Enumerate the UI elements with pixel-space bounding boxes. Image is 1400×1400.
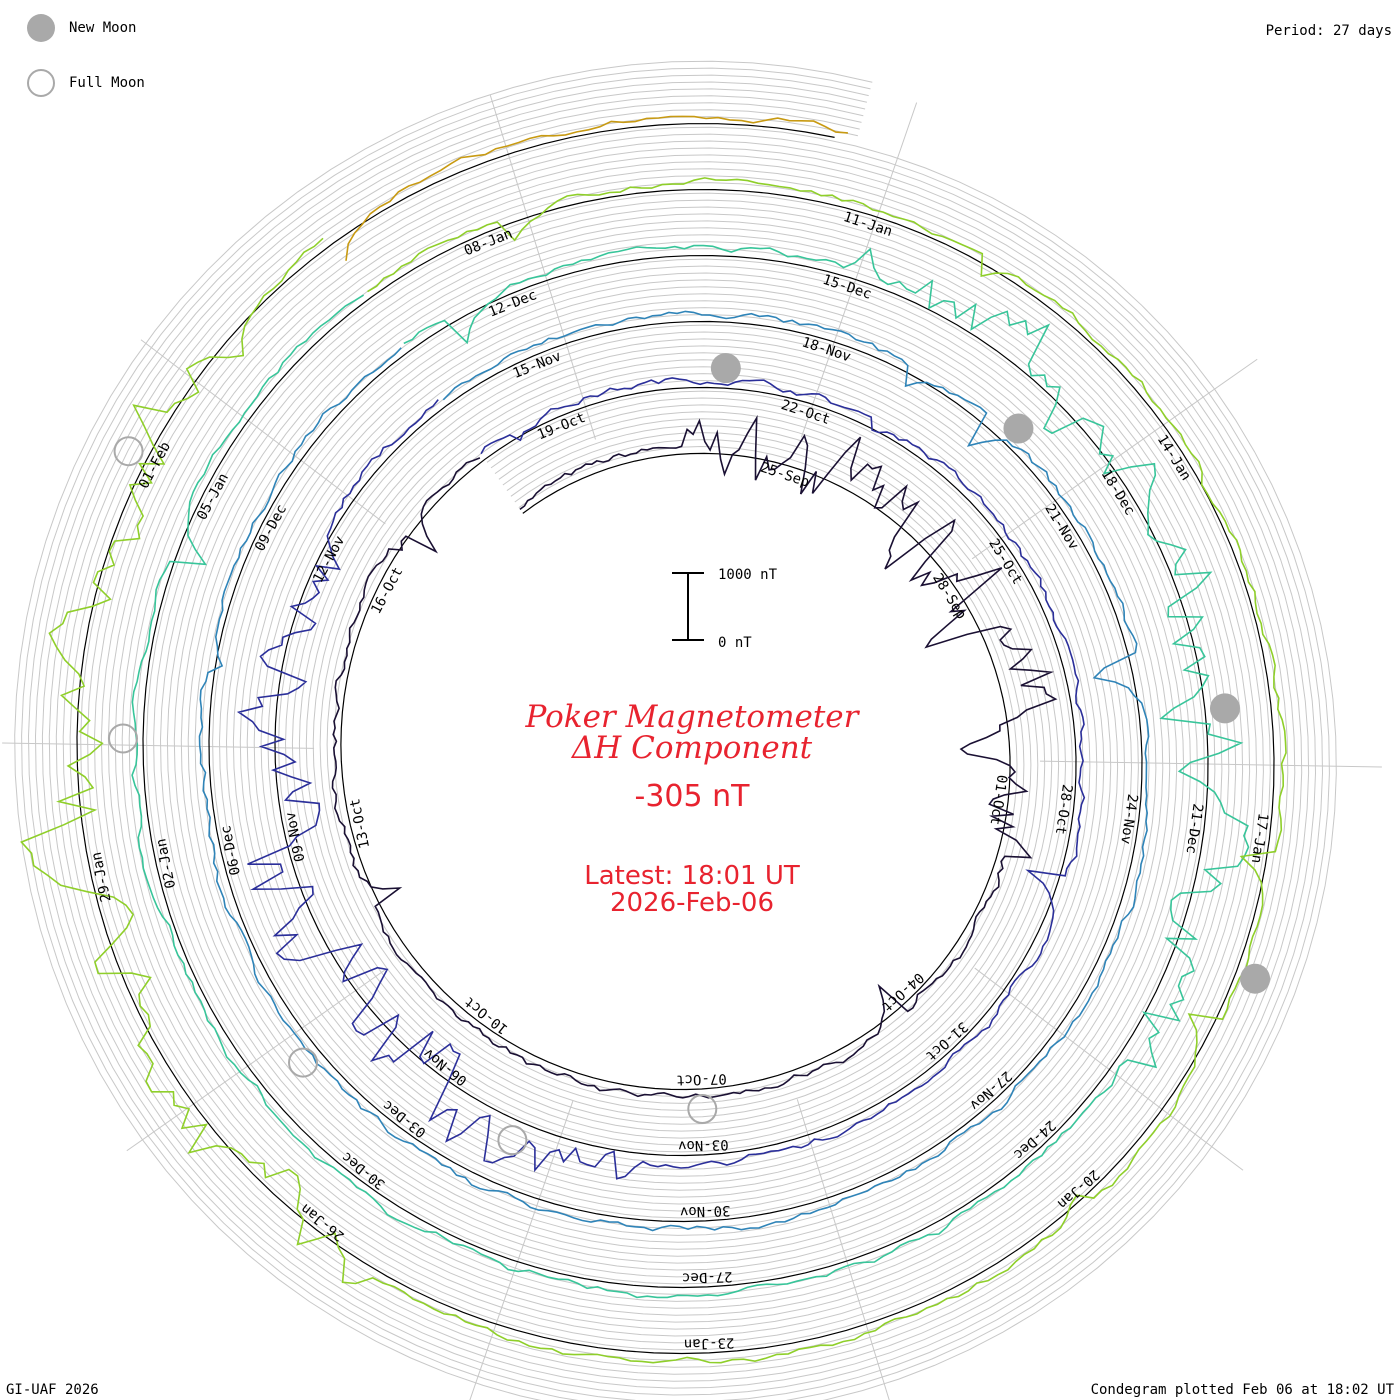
grid-spiral-line [34,81,1317,1396]
trace-turn-4 [131,244,1250,1299]
grid-spiral-line [14,60,1337,1400]
date-label: 24-Dec [1010,1117,1058,1163]
grid-spoke [974,967,1244,1171]
grid-spiral-line [41,88,1310,1389]
date-label: 16-Oct [368,565,406,617]
spoke-layer [2,95,1382,1400]
date-label: 02-Jan [153,837,179,890]
trace-turn-6 [345,115,848,261]
trace-turn-5 [20,177,1287,1364]
date-label: 01-Oct [987,774,1010,826]
legend-new-moon: New Moon [27,14,136,42]
trace-turn-2 [236,377,1086,1180]
new-moon-marker [710,353,741,384]
baseline-spiral [76,123,1275,1355]
date-label: 03-Nov [678,1136,729,1153]
full-moon-marker [108,723,139,754]
chart-subtitle: ΔH Component [571,730,813,766]
latest-date: 2026-Feb-06 [610,888,774,918]
date-label: 27-Dec [682,1268,733,1285]
date-label: 24-Nov [1117,793,1140,845]
scale-top-label: 1000 nT [718,567,778,583]
date-label: 06-Nov [421,1045,471,1089]
new-moon-icon [27,14,55,42]
grid-spoke [796,1099,890,1400]
chart-title: Poker Magnetometer [525,699,861,735]
date-label: 21-Dec [1183,802,1206,854]
date-label: 17-Jan [1248,812,1271,864]
legend-new-moon-label: New Moon [69,20,137,36]
date-label: 12-Dec [486,287,539,321]
grid-spoke [469,1100,574,1400]
date-label: 23-Jan [684,1334,735,1351]
full-moon-marker [288,1047,319,1078]
legend-full-moon: Full Moon [27,69,145,97]
grid-spiral-line [48,95,1303,1382]
period-label: Period: 27 days [1265,23,1392,39]
scale-bottom-label: 0 nT [718,635,752,651]
grid-spoke [1039,760,1382,768]
date-label: 10-Oct [462,993,512,1037]
new-moon-marker [1209,693,1240,724]
date-label: 09-Nov [283,810,309,863]
trace-turn-3 [198,310,1150,1232]
date-label: 19-Oct [535,410,588,444]
full-moon-marker [497,1125,528,1156]
full-moon-marker [687,1093,718,1124]
baseline-path [76,123,1275,1355]
grid-spoke [126,967,388,1152]
grid-spoke [971,358,1258,560]
date-label: 07-Oct [676,1070,727,1087]
legend-full-moon-label: Full Moon [69,75,145,91]
full-moon-marker [113,436,144,467]
date-label: 27-Nov [966,1068,1014,1114]
date-label: 29-Jan [89,851,115,904]
date-label: 15-Nov [511,348,564,382]
footer-plot-time: Condegram plotted Feb 06 at 18:02 UT [1090,1382,1394,1398]
grid-spoke [140,339,386,525]
grid-spiral-line [62,109,1289,1368]
full-moon-icon [27,69,55,97]
grid-spiral-line [55,102,1296,1375]
grid-spiral-line [21,67,1330,1400]
new-moon-marker [1003,413,1034,444]
data-trace [20,115,1287,1364]
date-label: 06-Dec [218,824,244,877]
grid-spiral-line [69,116,1282,1361]
date-label: 28-Oct [1052,783,1075,835]
date-label: 13-Oct [347,797,373,850]
grid-spoke [489,95,596,440]
latest-time: Latest: 18:01 UT [584,861,800,891]
new-moon-marker [1240,963,1271,994]
moon-markers [108,353,1271,1156]
footer-credit: GI-UAF 2026 [6,1382,99,1398]
grid-spiral-line [27,74,1324,1400]
current-value: -305 nT [635,779,751,814]
date-label: 20-Jan [1054,1166,1102,1212]
scale-bar: 1000 nT 0 nT [672,567,778,651]
grid-spoke [800,102,918,438]
date-label: 30-Nov [680,1202,731,1219]
date-label: 30-Dec [339,1148,389,1192]
trace-turn-1 [331,414,1058,1099]
grid-layer [14,60,1337,1400]
date-label: 03-Dec [380,1097,430,1141]
